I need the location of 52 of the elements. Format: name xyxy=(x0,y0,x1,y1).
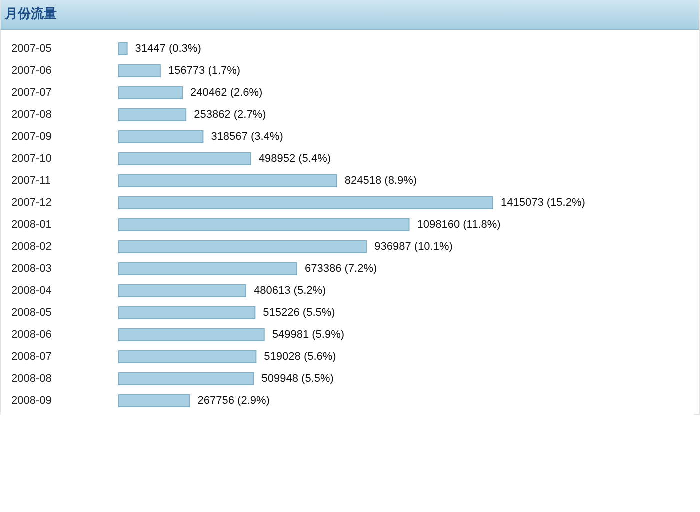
bar xyxy=(118,196,494,210)
bar xyxy=(118,350,257,364)
bar xyxy=(118,64,161,78)
data-label: 253862 (2.7%) xyxy=(194,109,266,121)
data-label: 1098160 (11.8%) xyxy=(417,219,501,231)
data-label: 267756 (2.9%) xyxy=(198,395,270,407)
y-tick-label: 2007-09 xyxy=(12,131,52,143)
bar xyxy=(118,174,338,188)
data-label: 509948 (5.5%) xyxy=(262,373,334,385)
bar xyxy=(118,218,410,232)
bar xyxy=(118,306,256,320)
y-tick-label: 2007-10 xyxy=(12,153,52,165)
data-label: 824518 (8.9%) xyxy=(344,175,418,187)
data-label: 1415073 (15.2%) xyxy=(501,197,586,209)
data-label: 549981 (5.9%) xyxy=(272,329,345,341)
data-label: 156773 (1.7%) xyxy=(168,65,241,77)
chart-title: 月份流量 xyxy=(1,0,699,30)
y-tick-label: 2007-06 xyxy=(12,65,52,77)
y-tick-label: 2008-03 xyxy=(12,263,52,275)
bar xyxy=(118,394,190,408)
y-tick-label: 2007-08 xyxy=(12,109,52,121)
y-tick-label: 2008-07 xyxy=(12,351,52,363)
bar xyxy=(118,284,247,298)
data-label: 673386 (7.2%) xyxy=(304,263,378,275)
y-tick-label: 2008-04 xyxy=(12,285,52,297)
bar xyxy=(118,152,252,166)
y-tick-label: 2008-09 xyxy=(12,395,52,407)
data-label: 31447 (0.3%) xyxy=(135,43,202,55)
bar xyxy=(118,372,254,386)
y-tick-label: 2007-05 xyxy=(12,43,52,55)
bar xyxy=(118,240,368,254)
y-tick-label: 2007-07 xyxy=(12,87,52,99)
data-label: 936987 (10.1%) xyxy=(374,241,453,253)
bar xyxy=(118,86,184,100)
bar xyxy=(118,42,128,56)
y-tick-label: 2008-05 xyxy=(12,307,52,319)
bar xyxy=(118,328,265,342)
y-tick-label: 2008-08 xyxy=(12,373,52,385)
data-label: 519028 (5.6%) xyxy=(264,351,336,363)
data-label: 318567 (3.4%) xyxy=(211,131,284,143)
data-label: 480613 (5.2%) xyxy=(254,285,326,297)
bar xyxy=(118,130,204,144)
data-label: 515226 (5.5%) xyxy=(263,307,336,319)
y-tick-label: 2008-01 xyxy=(12,219,52,231)
y-tick-label: 2007-12 xyxy=(12,197,52,209)
y-tick-label: 2008-02 xyxy=(12,241,52,253)
data-label: 240462 (2.6%) xyxy=(190,87,263,99)
bar xyxy=(118,262,298,276)
data-label: 498952 (5.4%) xyxy=(258,153,332,165)
y-tick-label: 2007-11 xyxy=(12,175,52,187)
y-tick-label: 2008-06 xyxy=(12,329,52,341)
bar xyxy=(118,108,187,122)
